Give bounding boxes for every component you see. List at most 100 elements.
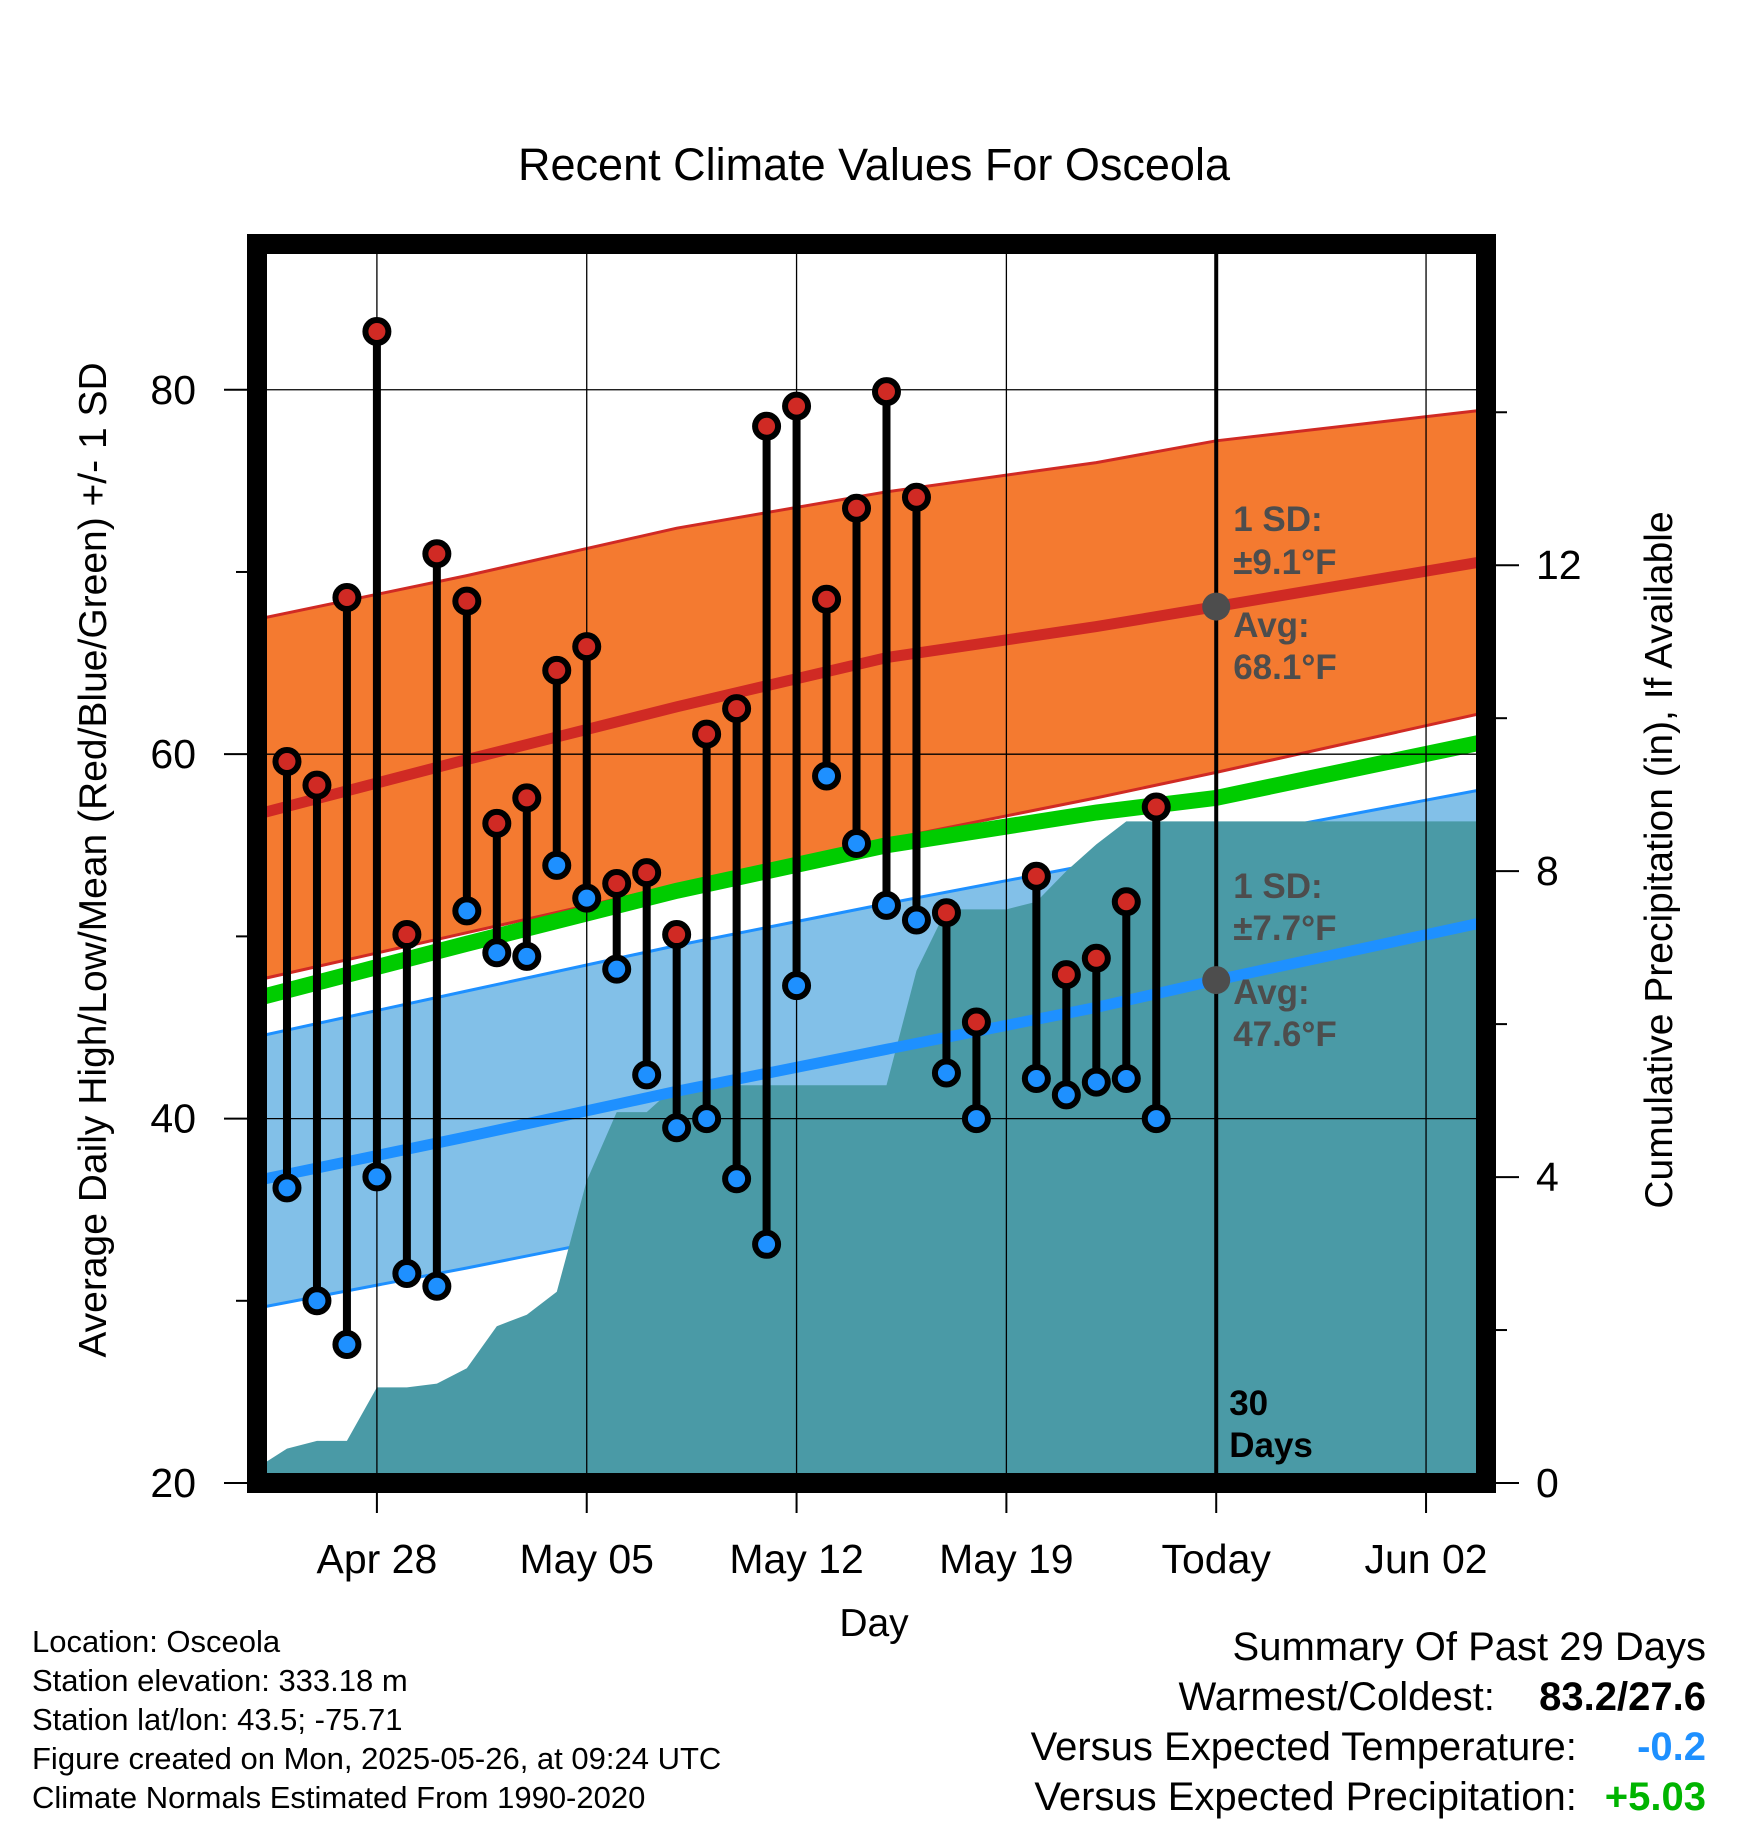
daily-high-point [961, 1007, 991, 1037]
daily-low-point [1021, 1064, 1051, 1094]
low-sd-label: 1 SD: [1233, 867, 1322, 906]
daily-high-point [362, 316, 392, 346]
daily-low-point [812, 761, 842, 791]
precip-value: +5.03 [1604, 1775, 1706, 1819]
daily-high-point [332, 582, 362, 612]
chart-title: Recent Climate Values For Osceola [518, 139, 1231, 190]
x-tick-label: May 19 [939, 1536, 1073, 1582]
y2-tick-label: 12 [1536, 542, 1582, 588]
high-avg-label: Avg: [1233, 606, 1309, 645]
precip-row: Versus Expected Precipitation: +5.03 [1031, 1772, 1706, 1822]
days-unit-label: Days [1229, 1426, 1313, 1465]
daily-low-point [1141, 1104, 1171, 1134]
summary-panel: Summary Of Past 29 Days Warmest/Coldest:… [1031, 1622, 1706, 1822]
daily-high-point [482, 808, 512, 838]
latlon-text: Station lat/lon: 43.5; -75.71 [32, 1702, 403, 1737]
today-high-avg-marker [1202, 592, 1231, 621]
daily-low-point [692, 1104, 722, 1134]
daily-high-point [662, 920, 692, 950]
y-tick-label: 40 [150, 1096, 196, 1142]
daily-high-point [782, 391, 812, 421]
normals-text: Climate Normals Estimated From 1990-2020 [32, 1780, 646, 1815]
daily-low-point [272, 1173, 302, 1203]
daily-low-point [782, 971, 812, 1001]
warm-cold-value: 83.2/27.6 [1539, 1675, 1706, 1719]
plot-frame [247, 234, 1496, 1493]
daily-low-point [422, 1271, 452, 1301]
daily-low-point [542, 850, 572, 880]
daily-high-point [722, 694, 752, 724]
daily-high-point [901, 482, 931, 512]
high-sd-band [257, 409, 1486, 981]
y2-axis-label: Cumulative Precipitation (in), If Availa… [1638, 511, 1681, 1208]
high-sd-label: 1 SD: [1233, 500, 1322, 539]
warm-cold-label: Warmest/Coldest: [1178, 1675, 1495, 1719]
daily-low-point [512, 941, 542, 971]
days-count-label: 30 [1229, 1384, 1268, 1423]
daily-low-point [302, 1286, 332, 1316]
y2-tick-label: 8 [1536, 848, 1559, 894]
low-avg-value: 47.6°F [1233, 1015, 1337, 1054]
y-tick-label: 20 [150, 1460, 196, 1506]
y-tick-label: 80 [150, 367, 196, 413]
station-info: Location: Osceola Station elevation: 333… [32, 1622, 721, 1817]
daily-low-point [961, 1104, 991, 1134]
temp-value: -0.2 [1637, 1725, 1706, 1769]
daily-low-point [482, 938, 512, 968]
daily-high-point [1021, 861, 1051, 891]
daily-low-point [392, 1258, 422, 1288]
daily-high-point [1141, 792, 1171, 822]
precip-label: Versus Expected Precipitation: [1034, 1775, 1577, 1819]
daily-high-point [392, 920, 422, 950]
daily-high-point [1081, 943, 1111, 973]
daily-high-point [871, 377, 901, 407]
daily-low-point [362, 1162, 392, 1192]
daily-low-point [901, 905, 931, 935]
daily-low-point [931, 1058, 961, 1088]
daily-high-point [602, 869, 632, 899]
daily-low-point [572, 883, 602, 913]
daily-high-point [542, 655, 572, 685]
x-tick-label: Apr 28 [316, 1536, 437, 1582]
daily-low-point [1081, 1067, 1111, 1097]
daily-low-point [722, 1164, 752, 1194]
daily-low-point [871, 890, 901, 920]
low-sd-value: ±7.7°F [1233, 909, 1336, 948]
low-avg-label: Avg: [1233, 973, 1309, 1012]
daily-high-point [1051, 960, 1081, 990]
y2-tick-label: 0 [1536, 1460, 1559, 1506]
daily-high-point [812, 584, 842, 614]
x-tick-label: May 05 [520, 1536, 654, 1582]
y-axis-label: Average Daily High/Low/Mean (Red/Blue/Gr… [72, 362, 115, 1357]
daily-low-point [1051, 1080, 1081, 1110]
temp-label: Versus Expected Temperature: [1030, 1725, 1577, 1769]
daily-low-point [842, 828, 872, 858]
summary-title: Summary Of Past 29 Days [1232, 1625, 1706, 1669]
x-tick-label: May 12 [729, 1536, 863, 1582]
x-tick-label: Today [1162, 1536, 1272, 1582]
daily-high-point [302, 770, 332, 800]
temp-row: Versus Expected Temperature: -0.2 [1031, 1722, 1706, 1772]
x-tick-label: Jun 02 [1364, 1536, 1487, 1582]
location-text: Location: Osceola [32, 1624, 281, 1659]
daily-high-point [692, 719, 722, 749]
today-low-avg-marker [1202, 966, 1231, 995]
daily-high-point [752, 411, 782, 441]
daily-high-point [1111, 887, 1141, 917]
daily-low-point [452, 896, 482, 926]
daily-low-point [332, 1330, 362, 1360]
daily-low-point [662, 1113, 692, 1143]
daily-high-point [512, 783, 542, 813]
created-text: Figure created on Mon, 2025-05-26, at 09… [32, 1741, 722, 1776]
daily-high-point [632, 858, 662, 888]
x-axis-label: Day [839, 1602, 909, 1645]
elevation-text: Station elevation: 333.18 m [32, 1663, 408, 1698]
daily-low-point [632, 1060, 662, 1090]
daily-high-point [572, 632, 602, 662]
y-tick-label: 60 [150, 731, 196, 777]
daily-low-point [752, 1229, 782, 1259]
daily-high-point [452, 586, 482, 616]
